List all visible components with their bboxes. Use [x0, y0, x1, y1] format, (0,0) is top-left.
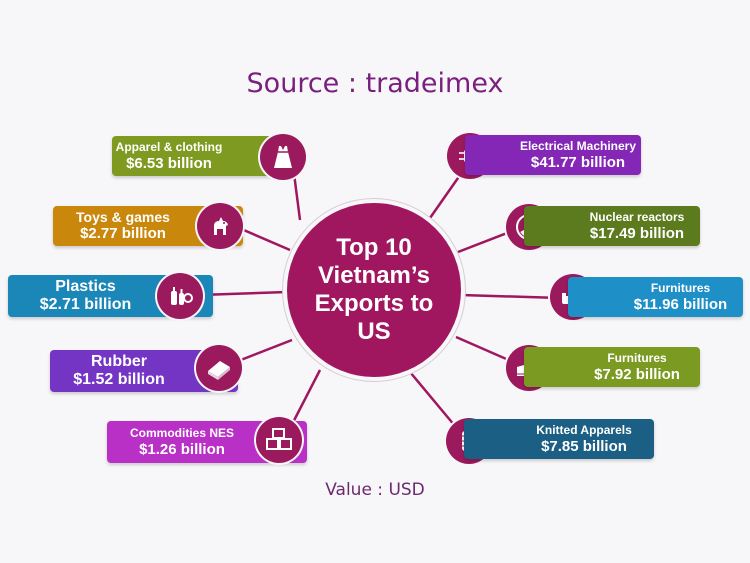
link-plastics: [199, 290, 288, 297]
center-title: Top 10 Vietnam’s Exports to US: [314, 234, 434, 345]
item-value: $1.26 billion: [139, 440, 225, 458]
item-apparel: Apparel & clothing $6.53 billion: [112, 136, 276, 176]
item-label: Knitted Apparels: [536, 422, 632, 437]
item-label: Nuclear reactors: [589, 209, 685, 224]
item-electrical: Electrical Machinery $41.77 billion: [465, 135, 641, 175]
item-value: $2.77 billion: [80, 224, 166, 242]
item-furnitures-2: Furnitures $7.92 billion: [524, 347, 700, 387]
item-label: Toys & games: [76, 208, 170, 225]
center-hub: Top 10 Vietnam’s Exports to US: [287, 203, 461, 377]
plastic-bottles-icon: [157, 273, 203, 319]
link-furnitures-1: [460, 293, 561, 300]
value-unit-note: Value : USD: [325, 480, 425, 500]
item-value: $2.71 billion: [39, 296, 132, 313]
item-label: Commodities NES: [129, 425, 234, 440]
item-value: $41.77 billion: [530, 153, 626, 171]
dress-icon: [260, 134, 306, 180]
item-value: $7.85 billion: [541, 437, 627, 455]
item-value: $6.53 billion: [126, 154, 212, 172]
boxes-icon: [256, 417, 302, 463]
item-label: Furnitures: [650, 280, 711, 295]
item-value: $1.52 billion: [73, 371, 165, 388]
item-knitted: Knitted Apparels $7.85 billion: [464, 419, 654, 459]
item-value: $7.92 billion: [594, 365, 680, 383]
item-label: Furnitures: [607, 350, 667, 365]
source-title: Source : tradeimex: [246, 68, 504, 99]
rubber-sheet-icon: [196, 345, 242, 391]
item-label: Plastics: [55, 278, 116, 295]
item-value: $11.96 billion: [633, 295, 728, 313]
item-label: Rubber: [91, 353, 147, 370]
item-nuclear: Nuclear reactors $17.49 billion: [524, 206, 700, 246]
item-label: Electrical Machinery: [519, 138, 637, 153]
item-value: $17.49 billion: [589, 224, 685, 242]
item-furnitures-1: Furnitures $11.96 billion: [568, 277, 743, 317]
item-label: Apparel & clothing: [115, 139, 223, 154]
unicorn-toy-icon: [197, 203, 243, 249]
